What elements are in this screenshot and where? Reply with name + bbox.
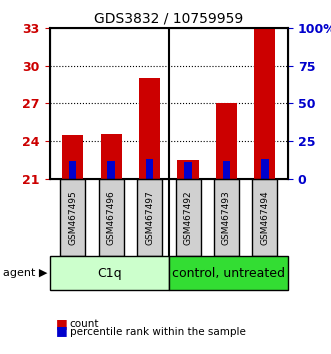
FancyBboxPatch shape — [214, 179, 239, 256]
FancyBboxPatch shape — [50, 256, 169, 290]
Bar — [177, 160, 199, 179]
Title: GDS3832 / 10759959: GDS3832 / 10759959 — [94, 12, 243, 26]
Text: control, untreated: control, untreated — [172, 267, 285, 280]
Text: count: count — [70, 319, 99, 330]
Bar — [254, 28, 275, 179]
FancyBboxPatch shape — [175, 179, 201, 256]
Text: agent ▶: agent ▶ — [3, 268, 48, 278]
FancyBboxPatch shape — [137, 179, 162, 256]
FancyBboxPatch shape — [99, 179, 124, 256]
Bar — [108, 161, 115, 179]
Text: C1q: C1q — [97, 267, 121, 280]
Bar — [216, 103, 237, 179]
Text: ■: ■ — [56, 325, 68, 337]
Text: GSM467493: GSM467493 — [222, 190, 231, 245]
Text: GSM467492: GSM467492 — [183, 190, 193, 245]
FancyBboxPatch shape — [60, 179, 85, 256]
Bar — [139, 79, 160, 179]
Text: GSM467496: GSM467496 — [107, 190, 116, 245]
FancyBboxPatch shape — [169, 256, 288, 290]
Bar — [101, 133, 122, 179]
Text: GSM467494: GSM467494 — [260, 190, 269, 245]
Bar — [146, 159, 153, 179]
Bar — [223, 161, 230, 179]
Bar — [69, 161, 76, 179]
Text: ■: ■ — [56, 318, 68, 330]
Text: GSM467497: GSM467497 — [145, 190, 154, 245]
Text: GSM467495: GSM467495 — [68, 190, 77, 245]
FancyBboxPatch shape — [253, 179, 277, 256]
Bar — [62, 135, 83, 179]
Bar — [184, 162, 192, 179]
Text: percentile rank within the sample: percentile rank within the sample — [70, 326, 245, 337]
Bar — [261, 159, 269, 179]
